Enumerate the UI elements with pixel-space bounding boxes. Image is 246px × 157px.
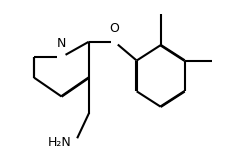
Text: N: N: [57, 37, 66, 50]
Text: O: O: [109, 22, 119, 35]
Text: H₂N: H₂N: [48, 136, 72, 149]
